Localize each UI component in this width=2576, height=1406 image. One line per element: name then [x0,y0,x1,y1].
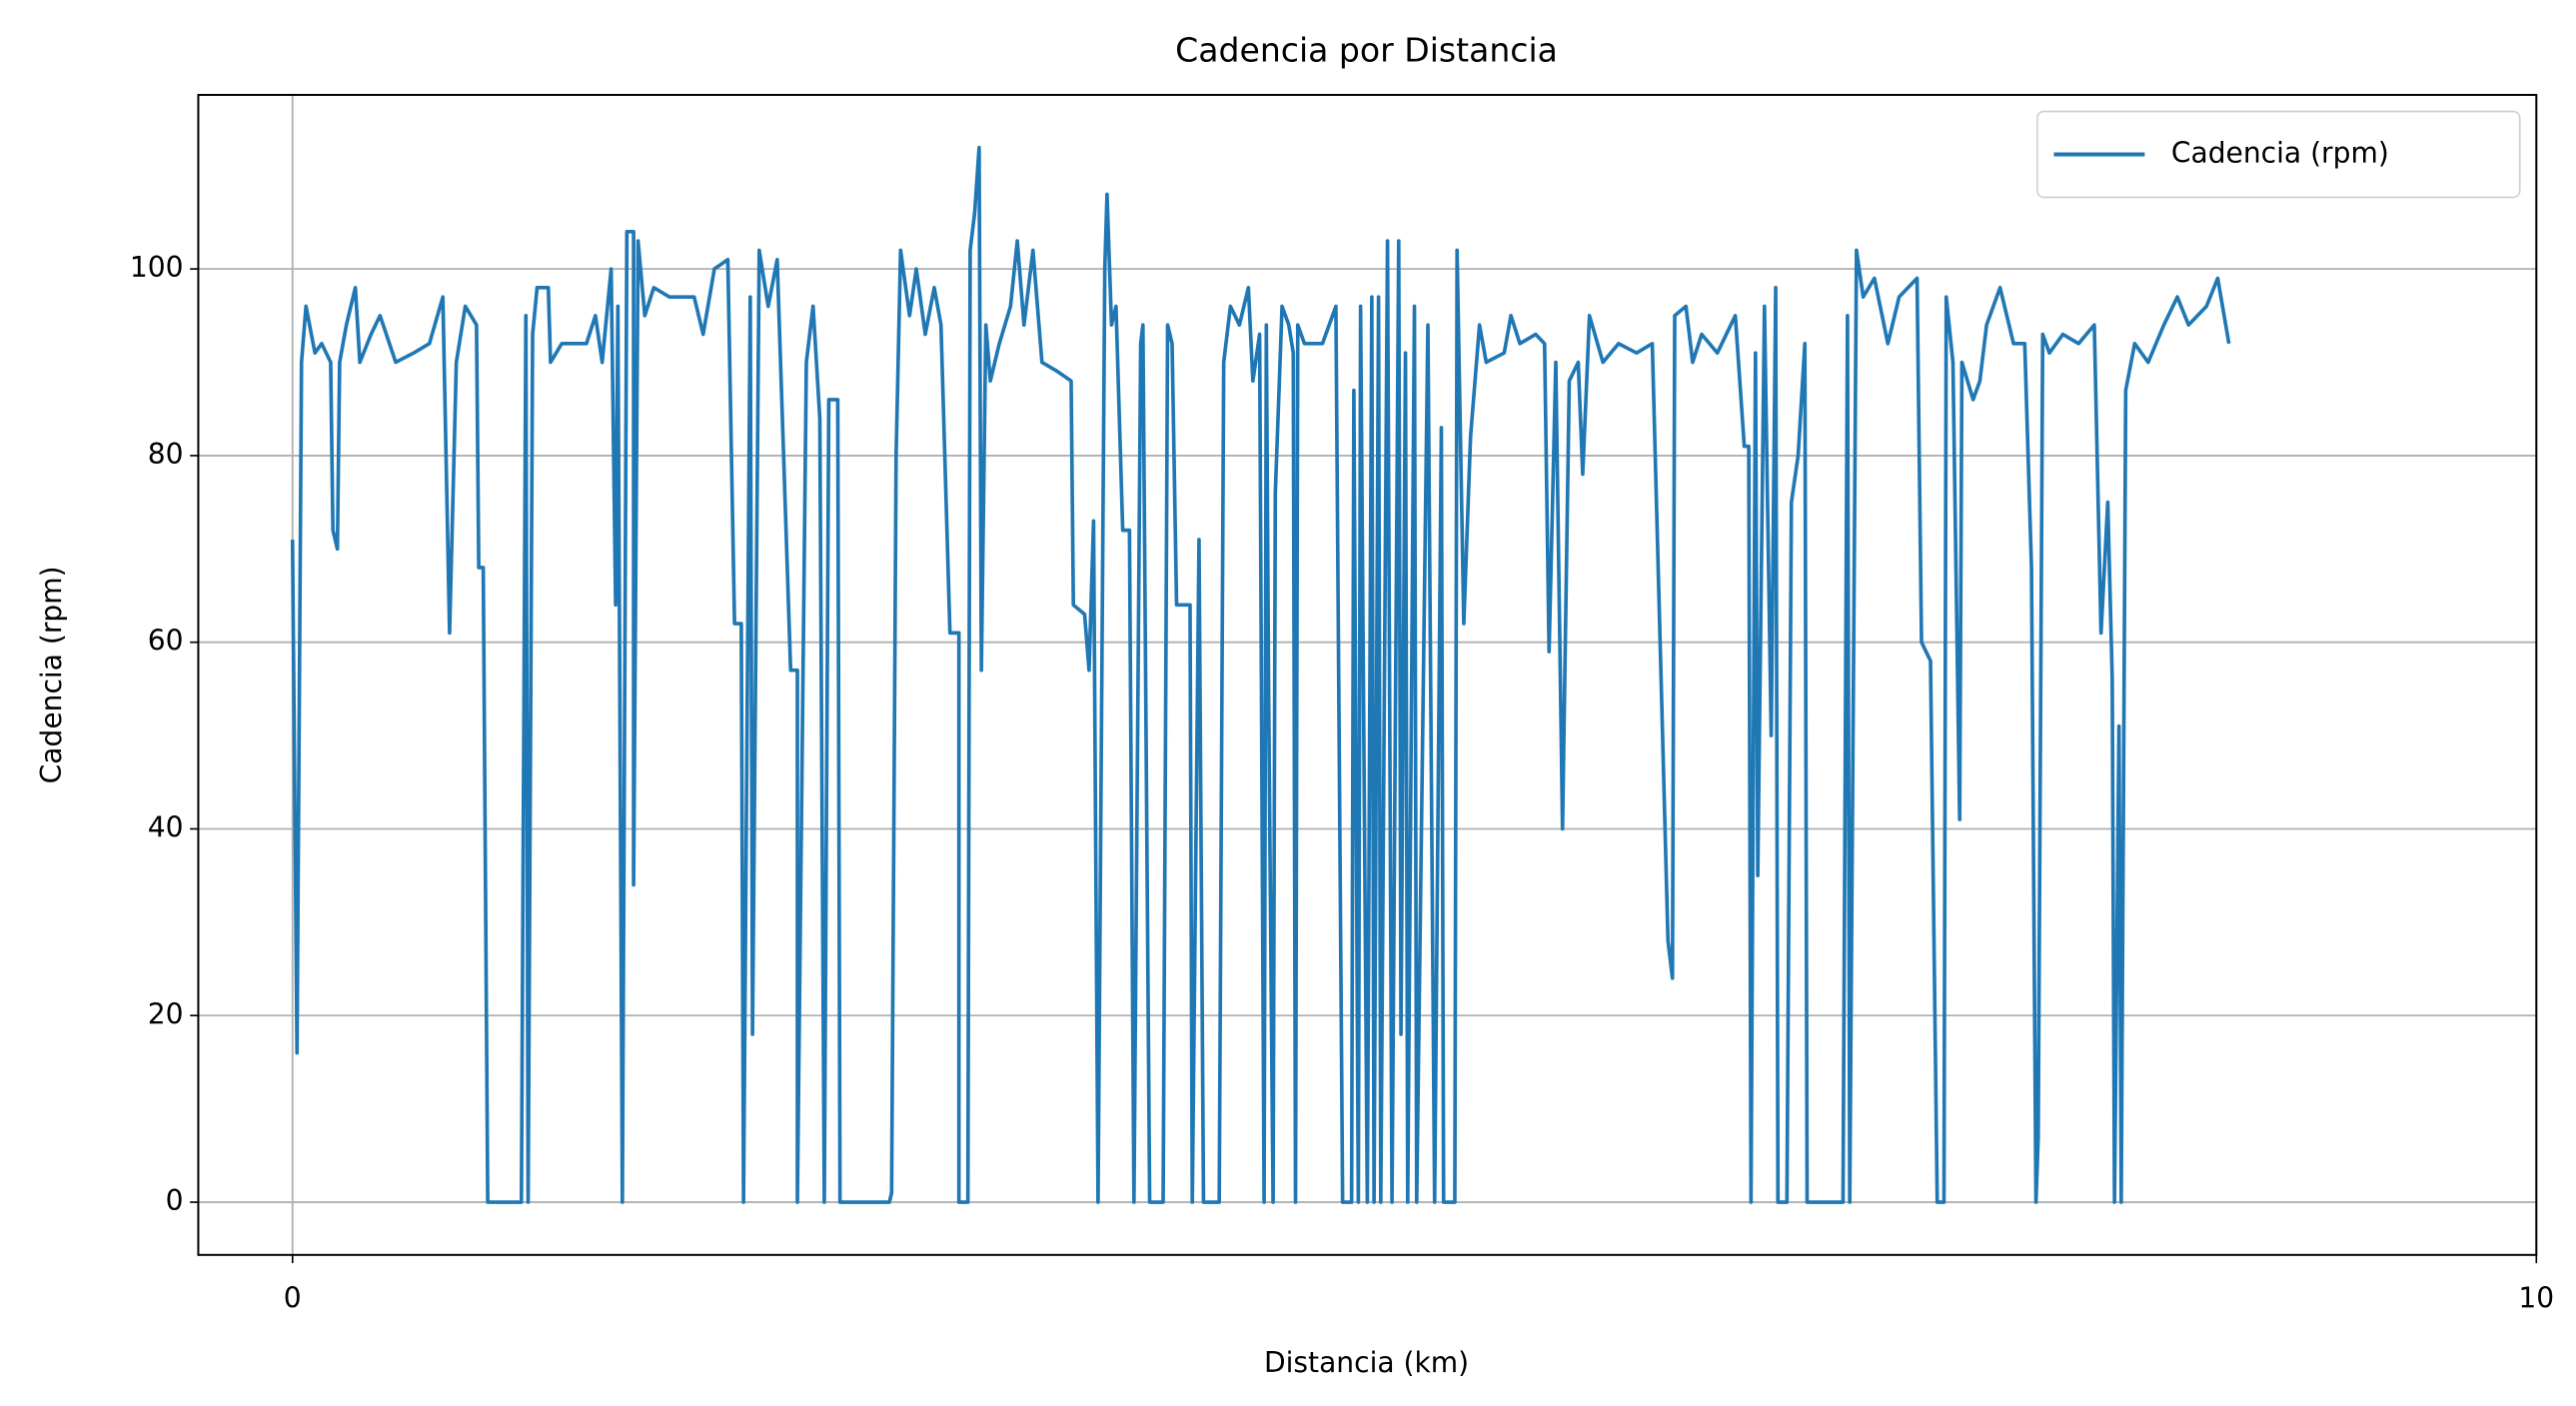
data-line [290,145,2231,1204]
y-axis-label: Cadencia (rpm) [35,566,68,783]
x-tick-label: 10 [2518,1281,2554,1314]
y-tick-label: 0 [166,1184,184,1217]
legend: Cadencia (rpm) [2036,110,2521,199]
x-tick-label: 0 [284,1281,302,1314]
y-tick-label: 60 [148,625,184,658]
plot-frame [197,93,2538,1256]
x-axis-label: Distancia (km) [1264,1346,1469,1379]
y-tick-label: 100 [130,251,184,284]
chart-title: Cadencia por Distancia [1175,30,1558,69]
y-tick-label: 40 [148,810,184,843]
y-tick-label: 20 [148,997,184,1030]
legend-label: Cadencia (rpm) [2171,136,2389,169]
y-tick-label: 80 [148,438,184,471]
legend-box [2036,110,2521,199]
